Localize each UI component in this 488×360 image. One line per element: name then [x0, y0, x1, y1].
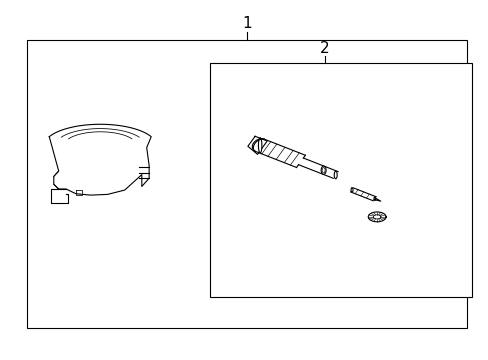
Bar: [27, 40, 466, 328]
Ellipse shape: [334, 171, 337, 179]
Ellipse shape: [373, 197, 375, 201]
Text: 1: 1: [242, 16, 251, 31]
Ellipse shape: [321, 166, 325, 174]
Ellipse shape: [322, 168, 325, 173]
Ellipse shape: [258, 138, 262, 153]
Ellipse shape: [350, 188, 352, 192]
Text: 2: 2: [320, 41, 329, 56]
Bar: [210, 63, 471, 297]
